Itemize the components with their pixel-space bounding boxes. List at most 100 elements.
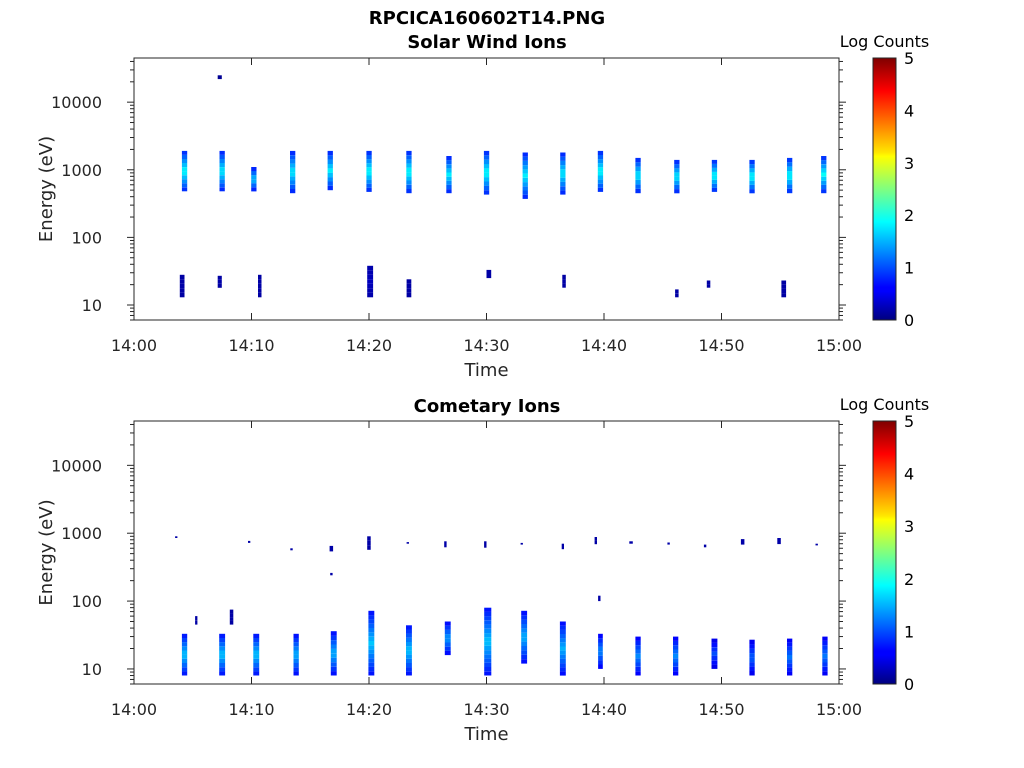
heatmap-cell [562, 274, 566, 280]
heatmap-cell [711, 187, 718, 192]
heatmap-cell [597, 163, 604, 168]
heatmap-cell [559, 625, 566, 630]
heatmap-cell [522, 190, 528, 195]
heatmap-cell [483, 190, 490, 195]
heatmap-cell [446, 184, 452, 189]
heatmap-cell [327, 181, 333, 186]
heatmap-cell [486, 274, 492, 279]
heatmap-cell [559, 642, 566, 647]
heatmap-cell [521, 619, 528, 624]
heatmap-cell [484, 654, 492, 659]
heatmap-cell [822, 645, 828, 650]
x-axis-ticks: 14:00 14:10 14:20 14:30 14:40 14:50 15:00 [111, 58, 862, 355]
heatmap-cell [253, 646, 260, 651]
heatmap-cell [635, 649, 641, 654]
heatmap-cell [711, 638, 718, 643]
heatmap-cell [711, 655, 718, 661]
heatmap-cell [561, 543, 564, 550]
heatmap-cell [484, 658, 492, 663]
heatmap-cell [195, 620, 198, 625]
colorbar: Log Counts 0 1 2 3 4 5 [840, 32, 930, 330]
heatmap-cell [635, 184, 641, 189]
heatmap-cell [821, 156, 827, 161]
heatmap-cell [597, 187, 604, 192]
heatmap-cell [181, 159, 188, 163]
heatmap-cell [559, 621, 566, 626]
heatmap-cell [711, 167, 718, 172]
heatmap-cell [181, 179, 188, 184]
heatmap-cell [406, 654, 412, 659]
heatmap-cell [290, 176, 296, 181]
heatmap-cell [598, 655, 603, 661]
heatmap-cell [367, 540, 371, 546]
heatmap-cell [406, 150, 412, 156]
heatmap-cell [293, 654, 299, 659]
heatmap-cell [559, 667, 566, 672]
heatmap-cell [330, 644, 337, 649]
heatmap-cell [367, 274, 374, 280]
heatmap-cell [368, 636, 375, 641]
colorbar-tick-label: 2 [904, 206, 914, 225]
heatmap-cell [598, 660, 603, 665]
heatmap-cell [673, 653, 679, 659]
heatmap-cell [330, 635, 337, 640]
heatmap-cell [597, 155, 604, 160]
heatmap-cell [483, 181, 490, 186]
x-tick-label: 14:20 [346, 700, 392, 719]
heatmap-cells [175, 536, 828, 676]
heatmap-cell [674, 176, 680, 181]
heatmap-cell [219, 650, 226, 655]
heatmap-cell [559, 658, 566, 664]
y-tick-label: 10 [82, 660, 102, 679]
heatmap-cell [258, 288, 262, 293]
heatmap-cell [367, 283, 374, 289]
heatmap-cell [484, 633, 492, 638]
heatmap-cell [366, 171, 372, 176]
heatmap-cell [598, 633, 603, 639]
heatmap-cell [706, 280, 711, 285]
y-axis-label: Energy (eV) [36, 136, 57, 242]
heatmap-cell [290, 163, 296, 168]
heatmap-cell [258, 279, 262, 284]
heatmap-cell [406, 176, 412, 181]
heatmap-cell [559, 646, 566, 651]
heatmap-cell [822, 662, 828, 667]
heatmap-cell [822, 649, 828, 654]
heatmap-cell [598, 642, 603, 647]
heatmap-cell [327, 164, 333, 169]
heatmap-cell [711, 642, 718, 648]
heatmap-cell [181, 163, 188, 167]
y-tick-label: 1000 [61, 524, 102, 543]
heatmap-cell [293, 663, 299, 668]
heatmap-cell [179, 283, 185, 289]
heatmap-cell [293, 671, 299, 676]
heatmap-cell [749, 653, 755, 658]
heatmap-cell [598, 638, 603, 643]
colorbar-tick-label: 1 [904, 259, 914, 278]
heatmap-cell [560, 181, 566, 187]
heatmap-cell [559, 629, 566, 634]
y-axis-ticks: 10 100 1000 10000 [51, 60, 846, 321]
heatmap-cell [367, 270, 374, 275]
heatmap-cell [522, 182, 528, 187]
heatmap-cell [821, 184, 827, 189]
heatmap-cell [597, 159, 604, 164]
heatmap-cell [559, 638, 566, 643]
heatmap-cell [674, 180, 680, 185]
heatmap-cell [366, 167, 372, 172]
heatmap-cell [253, 650, 260, 655]
heatmap-cell [219, 179, 225, 184]
heatmap-cell [635, 662, 641, 667]
heatmap-cell [635, 658, 641, 663]
heatmap-cell [367, 265, 374, 271]
heatmap-cell [483, 164, 490, 169]
heatmap-cell [560, 152, 566, 157]
heatmap-cell [787, 655, 793, 660]
heatmap-cell [219, 159, 225, 163]
heatmap-cell [251, 183, 257, 188]
heatmap-cell [749, 180, 755, 185]
heatmap-cell [327, 185, 333, 191]
heatmap-cell [366, 150, 372, 155]
heatmap-cell [749, 164, 755, 169]
heatmap-cell [598, 595, 601, 602]
